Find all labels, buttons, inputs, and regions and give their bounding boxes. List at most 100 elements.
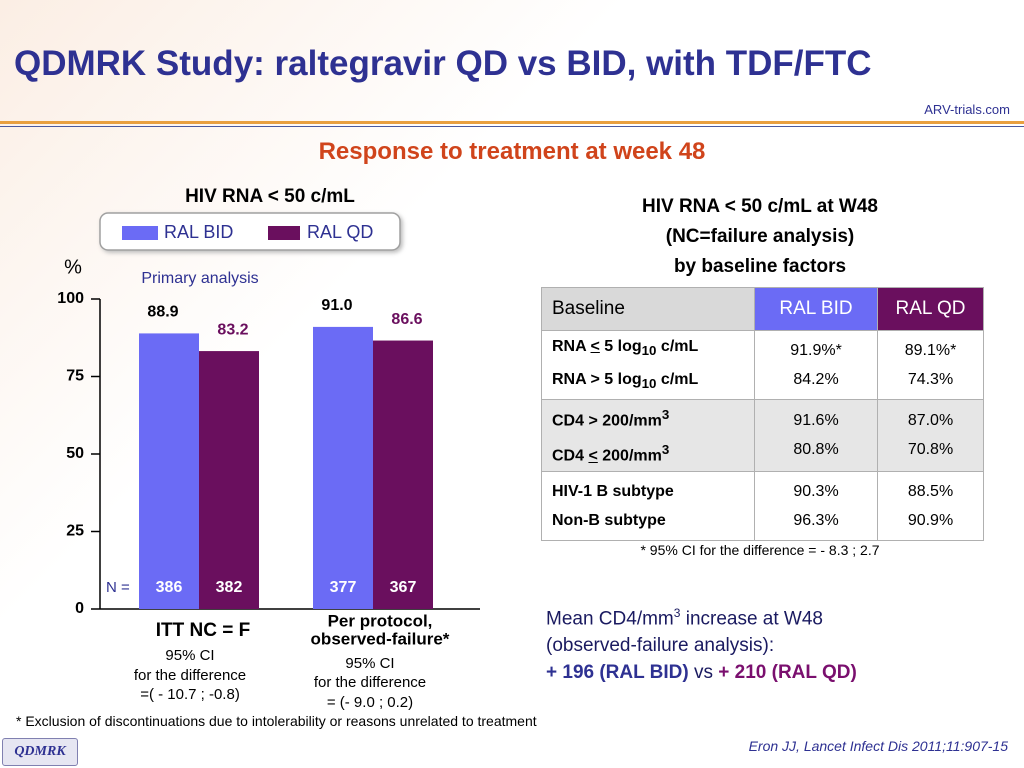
- row-label: HIV-1 B subtype Non-B subtype: [541, 470, 755, 541]
- bar: [373, 340, 433, 609]
- header-cell: RAL BID: [754, 287, 878, 331]
- t: RNA > 5 log: [552, 371, 642, 388]
- ci-note: for the difference: [314, 674, 426, 691]
- citation: Eron JJ, Lancet Infect Dis 2011;11:907-1…: [748, 738, 1008, 754]
- t: 70.8%: [907, 441, 954, 459]
- value-label: 83.2: [217, 321, 248, 338]
- t: 90.9%: [907, 511, 954, 529]
- ci-note: for the difference: [134, 667, 246, 684]
- cell: 87.0% 70.8%: [877, 399, 984, 472]
- ci-note: = (- 9.0 ; 0.2): [327, 694, 413, 711]
- bar: [139, 333, 199, 609]
- t: <: [588, 447, 598, 465]
- t: Non-B subtype: [552, 511, 666, 529]
- x-tick-label: ITT NC = F: [156, 620, 250, 641]
- t: Mean CD4/mm: [546, 608, 674, 630]
- n-label: N =: [106, 579, 130, 596]
- table-title-line: HIV RNA < 50 c/mL at W48: [642, 196, 878, 217]
- t: vs: [688, 662, 719, 684]
- row-label: RNA < 5 log10 c/mL RNA > 5 log10 c/mL: [541, 330, 755, 400]
- t: 10: [641, 376, 657, 392]
- t: (observed-failure analysis):: [546, 635, 775, 657]
- t: 3: [661, 407, 670, 422]
- y-tick-label: 100: [57, 290, 84, 307]
- t: 3: [673, 606, 681, 620]
- t: CD4 > 200/mm: [552, 412, 662, 430]
- rule: [0, 126, 1024, 127]
- study-tag: QDMRK: [2, 738, 78, 766]
- n-value: 386: [156, 579, 183, 596]
- chart: HIV RNA < 50 c/mL % Primary analysis N =…: [57, 186, 480, 711]
- table-row: HIV-1 B subtype Non-B subtype 90.3% 96.3%…: [541, 470, 984, 541]
- logo-text: ARV-trials.com: [924, 102, 1010, 117]
- t: 88.5%: [907, 482, 954, 500]
- table-header: Baseline RAL BID RAL QD: [541, 287, 984, 331]
- bar: [199, 351, 259, 609]
- t: 74.3%: [907, 371, 954, 388]
- n-value: 377: [330, 579, 357, 596]
- t: 10: [641, 343, 657, 358]
- cell: 91.6% 80.8%: [754, 399, 878, 472]
- table-row: CD4 > 200/mm3 CD4 < 200/mm3 91.6% 80.8% 8…: [541, 399, 984, 472]
- t: + 196 (RAL BID): [546, 662, 689, 684]
- t: 91.6%: [793, 412, 839, 430]
- x-tick-label: observed-failure*: [311, 629, 450, 648]
- value-label: 91.0: [321, 297, 352, 314]
- cd4-note: Mean CD4/mm3 increase at W48 (observed-f…: [546, 600, 857, 686]
- t: CD4: [552, 447, 589, 465]
- t: 89.1%*: [904, 342, 957, 359]
- t: 96.3%: [793, 511, 839, 529]
- n-value: 382: [216, 579, 243, 596]
- logo: ARV-trials.com: [924, 102, 1010, 117]
- table-title-line: (NC=failure analysis): [665, 226, 855, 247]
- table: Baseline RAL BID RAL QD RNA < 5 log10 c/…: [541, 287, 984, 541]
- t: 87.0%: [907, 412, 954, 430]
- t: 200/mm: [597, 447, 662, 465]
- n-value: 367: [390, 579, 417, 596]
- t: 5 log: [599, 337, 642, 355]
- t: 84.2%: [793, 371, 839, 388]
- y-tick-label: 25: [66, 523, 84, 540]
- footnote: * Exclusion of discontinuations due to i…: [16, 713, 537, 729]
- legend-label: RAL QD: [307, 222, 373, 242]
- t: c/mL: [656, 337, 699, 355]
- t: HIV-1 B subtype: [552, 482, 674, 500]
- bar: [313, 326, 373, 609]
- y-axis-label: %: [64, 256, 82, 278]
- ci-note: 95% CI: [165, 647, 214, 664]
- header-cell: RAL QD: [877, 287, 984, 331]
- subtitle: Response to treatment at week 48: [318, 138, 706, 165]
- t: increase at W48: [680, 608, 824, 630]
- table-footnote: * 95% CI for the difference = - 8.3 ; 2.…: [640, 542, 880, 558]
- ci-note: =( - 10.7 ; -0.8): [140, 686, 240, 703]
- y-tick-label: 0: [75, 600, 84, 617]
- cell: 90.3% 96.3%: [754, 470, 878, 541]
- slide-title: QDMRK Study: raltegravir QD vs BID, with…: [14, 44, 872, 83]
- table-row: RNA < 5 log10 c/mL RNA > 5 log10 c/mL 91…: [541, 330, 984, 400]
- x-tick-label: Per protocol,: [328, 611, 433, 630]
- row-label: CD4 > 200/mm3 CD4 < 200/mm3: [541, 399, 755, 472]
- table-title: HIV RNA < 50 c/mL at W48 (NC=failure ana…: [540, 192, 980, 282]
- value-label: 86.6: [391, 311, 422, 328]
- cell: 89.1%* 74.3%: [877, 330, 984, 400]
- legend-swatch: [268, 226, 300, 240]
- legend-label: RAL BID: [164, 222, 233, 242]
- rule: [0, 121, 1024, 124]
- cell: 88.5% 90.9%: [877, 470, 984, 541]
- t: 91.9%*: [790, 342, 842, 359]
- header-cell: Baseline: [541, 287, 755, 331]
- legend-box: [99, 212, 401, 251]
- annotation: Primary analysis: [141, 270, 258, 287]
- t: <: [590, 337, 600, 355]
- chart-title: HIV RNA < 50 c/mL: [185, 186, 355, 207]
- cell: 91.9%* 84.2%: [754, 330, 878, 400]
- t: 80.8%: [793, 441, 839, 459]
- y-tick-label: 75: [66, 368, 84, 385]
- t: 90.3%: [793, 482, 839, 500]
- t: 3: [661, 442, 670, 458]
- y-tick-label: 50: [66, 445, 84, 462]
- value-label: 88.9: [147, 304, 178, 321]
- t: + 210 (RAL QD): [718, 662, 857, 684]
- table-title-line: by baseline factors: [673, 256, 847, 277]
